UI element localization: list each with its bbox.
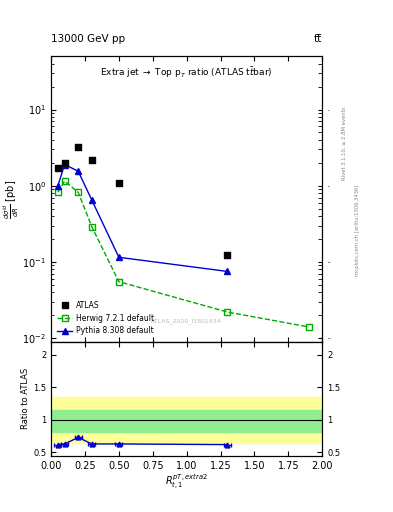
ATLAS xyxy=(224,250,230,259)
Pythia 8.308 default xyxy=(116,254,121,261)
Text: ATLAS_2020_I1801434: ATLAS_2020_I1801434 xyxy=(151,319,222,325)
ATLAS xyxy=(89,156,95,164)
Text: Extra jet $\rightarrow$ Top p$_T$ ratio (ATLAS t$\bar{t}$bar): Extra jet $\rightarrow$ Top p$_T$ ratio … xyxy=(100,65,273,80)
Legend: ATLAS, Herwig 7.2.1 default, Pythia 8.308 default: ATLAS, Herwig 7.2.1 default, Pythia 8.30… xyxy=(55,298,156,338)
Y-axis label: Ratio to ATLAS: Ratio to ATLAS xyxy=(21,368,30,429)
Text: tt̅: tt̅ xyxy=(314,33,322,44)
Text: mcplots.cern.ch [arXiv:1306.3436]: mcplots.cern.ch [arXiv:1306.3436] xyxy=(355,185,360,276)
Line: Pythia 8.308 default: Pythia 8.308 default xyxy=(55,162,230,274)
Herwig 7.2.1 default xyxy=(306,324,311,330)
Herwig 7.2.1 default xyxy=(90,224,94,230)
Pythia 8.308 default xyxy=(62,161,67,167)
Pythia 8.308 default xyxy=(76,168,81,174)
ATLAS xyxy=(116,179,122,187)
Text: 13000 GeV pp: 13000 GeV pp xyxy=(51,33,125,44)
Herwig 7.2.1 default xyxy=(55,189,60,196)
Pythia 8.308 default xyxy=(55,183,60,189)
ATLAS xyxy=(55,164,61,172)
Bar xyxy=(51,397,322,443)
X-axis label: $R_{t,1}^{pT,extra2}$: $R_{t,1}^{pT,extra2}$ xyxy=(165,473,208,493)
Line: Herwig 7.2.1 default: Herwig 7.2.1 default xyxy=(55,178,312,330)
Bar xyxy=(51,410,322,432)
Text: Rivet 3.1.10, ≥ 2.8M events: Rivet 3.1.10, ≥ 2.8M events xyxy=(342,106,346,180)
ATLAS xyxy=(75,143,81,152)
Herwig 7.2.1 default xyxy=(76,189,81,196)
Herwig 7.2.1 default xyxy=(225,309,230,315)
Pythia 8.308 default xyxy=(90,197,94,203)
Herwig 7.2.1 default xyxy=(116,279,121,285)
Y-axis label: $\frac{d\sigma^{id}}{dR}$ [pb]: $\frac{d\sigma^{id}}{dR}$ [pb] xyxy=(1,179,21,219)
Pythia 8.308 default xyxy=(225,268,230,274)
Herwig 7.2.1 default xyxy=(62,178,67,184)
ATLAS xyxy=(61,159,68,167)
